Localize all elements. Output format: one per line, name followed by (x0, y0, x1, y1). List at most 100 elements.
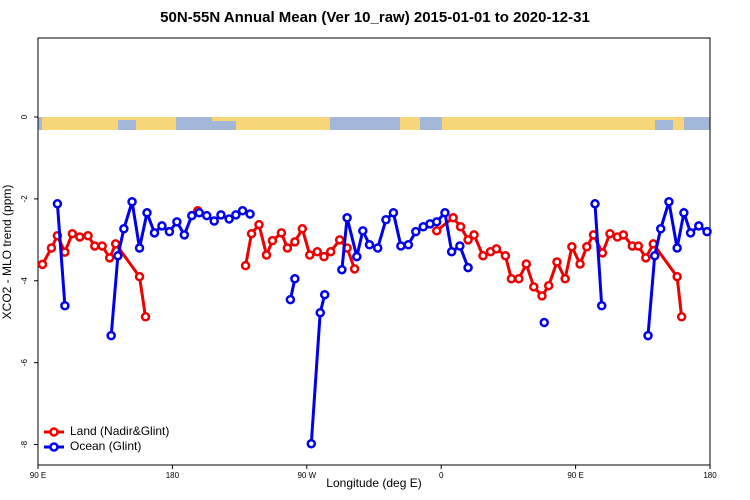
data-point (431, 217, 442, 227)
data-point (194, 208, 205, 218)
data-point (113, 251, 123, 261)
data-point (290, 237, 300, 247)
data-point (446, 246, 457, 257)
data-point (164, 226, 175, 237)
data-point (97, 241, 107, 251)
data-point (372, 243, 383, 253)
data-point (315, 307, 325, 318)
data-point (127, 197, 137, 207)
data-point (702, 226, 712, 237)
legend: Land (Nadir&Glint)Ocean (Glint) (40, 421, 190, 461)
data-point (142, 208, 152, 218)
data-point (529, 282, 539, 292)
data-point (67, 228, 78, 239)
ocean-strip (655, 120, 673, 130)
data-point (514, 273, 524, 284)
y-tick-label: -6 (20, 359, 29, 367)
data-point (83, 230, 93, 241)
data-point (216, 210, 226, 220)
data-point (411, 226, 421, 237)
data-point (89, 241, 100, 251)
data-point (560, 273, 570, 284)
data-point (448, 212, 458, 223)
data-point (285, 294, 296, 305)
data-point (506, 273, 517, 284)
data-point (306, 438, 317, 449)
legend-swatch-marker (49, 442, 59, 452)
data-point (134, 271, 145, 282)
x-tick-label: 90 W (297, 471, 316, 480)
y-axis-label: XCO2 - MLO trend (ppm) (0, 185, 14, 320)
data-point (672, 271, 682, 282)
x-tick-label: 90 E (30, 471, 46, 480)
data-point (575, 259, 585, 269)
data-point (440, 208, 450, 218)
data-point (134, 243, 145, 253)
data-point (469, 230, 479, 240)
data-point (46, 243, 57, 253)
data-point (649, 251, 660, 261)
data-point (590, 199, 600, 209)
y-tick-label: -4 (20, 277, 29, 285)
data-point (500, 251, 511, 261)
data-point (52, 199, 63, 209)
data-point (543, 280, 554, 291)
data-point (172, 217, 182, 227)
data-point (319, 251, 329, 262)
data-point (679, 208, 689, 218)
data-point (643, 330, 653, 341)
data-point (119, 224, 129, 234)
data-point (537, 291, 547, 301)
data-point (276, 228, 287, 238)
data-point (364, 239, 375, 250)
data-point (106, 330, 116, 341)
data-point (231, 210, 241, 220)
data-point (567, 242, 577, 252)
data-point (633, 241, 644, 251)
data-point (224, 214, 234, 224)
land-mask-strip (38, 117, 710, 130)
data-point (349, 264, 360, 274)
legend-label: Land (Nadir&Glint) (70, 424, 169, 438)
data-point (463, 262, 473, 273)
data-point (403, 239, 414, 250)
ocean-strip (684, 117, 710, 130)
data-point (245, 209, 255, 219)
chart-title: 50N-55N Annual Mean (Ver 10_raw) 2015-01… (160, 9, 590, 26)
data-point (641, 253, 651, 263)
data-point (209, 216, 219, 226)
data-point (261, 250, 272, 260)
data-point (552, 257, 562, 267)
data-point (582, 242, 592, 252)
data-point (149, 228, 160, 238)
y-tick-label: -8 (20, 440, 29, 448)
data-point (596, 300, 607, 311)
data-point (290, 273, 300, 284)
data-point (521, 259, 532, 269)
x-tick-label: 0 (439, 471, 444, 480)
y-tick-label: -2 (20, 195, 29, 203)
data-point (267, 235, 278, 246)
x-tick-label: 90 E (567, 471, 583, 480)
data-point (478, 251, 488, 261)
data-point (381, 215, 391, 225)
data-point (597, 248, 608, 258)
data-point (110, 239, 121, 249)
x-tick-label: 180 (166, 471, 180, 480)
data-point (75, 232, 85, 242)
data-point (491, 244, 502, 254)
data-point (431, 226, 442, 236)
legend-box (40, 421, 190, 461)
data-point (104, 253, 115, 263)
ocean-strip (212, 121, 236, 130)
data-point (201, 210, 212, 221)
data-point (388, 208, 399, 218)
x-tick-label: 180 (703, 471, 717, 480)
data-point (60, 300, 70, 311)
data-point (676, 312, 687, 322)
data-point (396, 241, 406, 251)
data-point (358, 226, 368, 236)
data-point (342, 212, 352, 223)
